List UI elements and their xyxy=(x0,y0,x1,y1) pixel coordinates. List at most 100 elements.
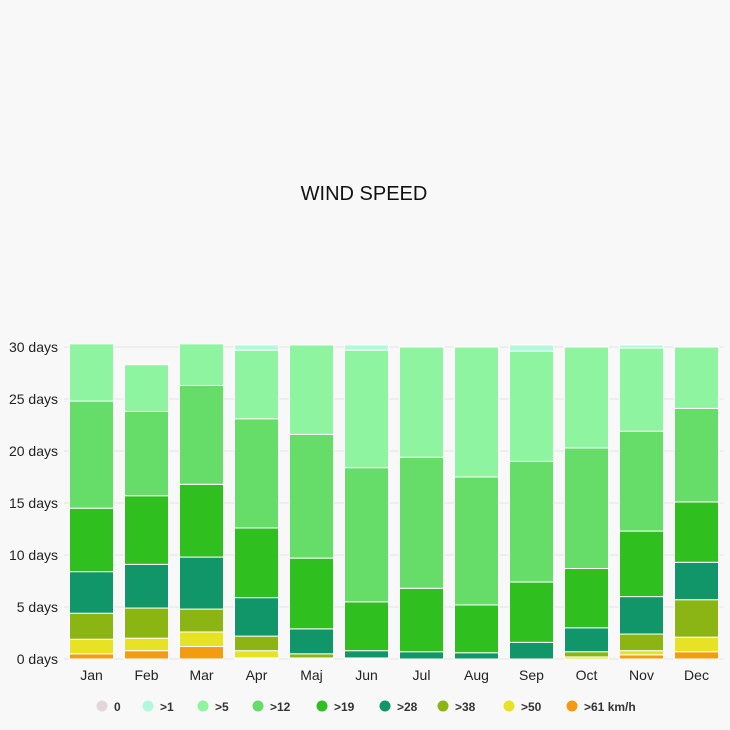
legend-item[interactable]: >28 xyxy=(379,700,418,714)
bar-stack-sep xyxy=(509,344,554,660)
bar-segment xyxy=(399,651,444,660)
x-tick-label: Dec xyxy=(684,667,709,683)
bar-stack-oct xyxy=(564,346,609,660)
bar-segment xyxy=(509,581,554,643)
x-tick-label: Feb xyxy=(134,667,158,683)
legend-item[interactable]: >5 xyxy=(197,700,230,714)
x-tick-label: Apr xyxy=(246,667,268,683)
legend-label: >50 xyxy=(521,700,542,714)
bar-segment xyxy=(179,631,224,648)
bar-segment xyxy=(454,476,499,606)
y-tick-label: 0 days xyxy=(17,651,58,667)
x-tick-label: Nov xyxy=(629,667,654,683)
legend-item[interactable]: >38 xyxy=(437,700,476,714)
bar-segment xyxy=(564,627,609,653)
legend-label: >61 km/h xyxy=(584,700,636,714)
bar-segment xyxy=(674,636,719,653)
bar-segment xyxy=(674,501,719,563)
bar-segment xyxy=(289,557,334,630)
bar-stack-mar xyxy=(179,343,224,660)
bar-stack-jul xyxy=(399,346,444,660)
bar-stack-aug xyxy=(454,346,499,660)
legend-marker xyxy=(437,700,449,712)
bar-segment xyxy=(619,430,664,532)
bar-segment xyxy=(289,433,334,559)
bar-segment xyxy=(179,608,224,633)
bar-segment xyxy=(289,628,334,655)
bar-segment xyxy=(399,346,444,458)
bar-segment xyxy=(674,346,719,409)
bar-segment xyxy=(234,650,279,659)
bar-segment xyxy=(564,447,609,570)
legend-item[interactable]: >50 xyxy=(503,700,542,714)
legend-marker xyxy=(566,700,578,712)
legend-label: >28 xyxy=(397,700,418,714)
legend-label: >1 xyxy=(160,700,174,714)
bar-segment xyxy=(289,344,334,435)
bar-segment xyxy=(179,384,224,485)
legend-item[interactable]: 0 xyxy=(96,700,122,714)
x-tick-label: Aug xyxy=(464,667,489,683)
legend-item[interactable]: >19 xyxy=(316,700,355,714)
bar-segment xyxy=(564,346,609,449)
bar-segment xyxy=(564,568,609,629)
x-tick-label: Jan xyxy=(80,667,103,683)
bar-segment xyxy=(619,633,664,652)
bar-segment xyxy=(124,563,169,609)
bar-segment xyxy=(674,561,719,601)
bar-segment xyxy=(454,604,499,654)
bar-segment xyxy=(619,650,664,656)
legend-label: >19 xyxy=(334,700,355,714)
bar-stack-nov xyxy=(619,344,664,660)
bar-segment xyxy=(619,596,664,635)
legend-marker xyxy=(379,700,391,712)
y-tick-label: 5 days xyxy=(17,599,58,615)
bar-segment xyxy=(69,507,114,573)
legend-label: >38 xyxy=(455,700,476,714)
x-axis-ticks: Jan Feb Mar Apr Maj Jun Jul Aug Sep Oct Nov Dec xyxy=(80,667,709,683)
bar-segment xyxy=(234,349,279,420)
legend-marker xyxy=(503,700,515,712)
bar-segment xyxy=(344,349,389,469)
bar-segment xyxy=(509,641,554,660)
bar-segment xyxy=(69,571,114,614)
bar-segment xyxy=(69,653,114,660)
bar-segment xyxy=(179,343,224,386)
bar-segment xyxy=(234,635,279,652)
legend-marker xyxy=(96,700,108,712)
legend-marker xyxy=(316,700,328,712)
legend-label: >5 xyxy=(215,700,229,714)
bar-segment xyxy=(564,651,609,658)
grid-lines xyxy=(64,346,724,660)
bar-segment xyxy=(124,410,169,497)
bar-segment xyxy=(509,344,554,352)
bar-segment xyxy=(234,344,279,351)
bar-segment xyxy=(69,612,114,640)
legend-item[interactable]: >1 xyxy=(142,700,175,714)
y-tick-label: 30 days xyxy=(9,339,58,355)
bar-segment xyxy=(234,527,279,599)
bar-segment xyxy=(234,418,279,529)
bar-stack-dec xyxy=(674,346,719,660)
x-tick-label: Jul xyxy=(413,667,431,683)
bar-segment xyxy=(69,400,114,509)
x-tick-label: Jun xyxy=(355,667,378,683)
legend-marker xyxy=(142,700,154,712)
bar-segment xyxy=(674,599,719,638)
legend-marker xyxy=(197,700,209,712)
bar-segment xyxy=(674,651,719,660)
bar-segment xyxy=(124,364,169,412)
bar-stack-jun xyxy=(344,344,389,660)
y-tick-label: 25 days xyxy=(9,391,58,407)
bar-segment xyxy=(289,653,334,659)
chart-title: WIND SPEED xyxy=(301,183,428,205)
y-axis-ticks: 0 days 5 days 10 days 15 days 20 days 25 days… xyxy=(9,339,58,667)
legend-label: 0 xyxy=(114,700,121,714)
legend-item[interactable]: >61 km/h xyxy=(566,700,636,714)
bar-segment xyxy=(344,650,389,659)
bar-segment xyxy=(124,637,169,652)
bar-segment xyxy=(179,483,224,558)
bar-segment xyxy=(674,407,719,503)
bar-segment xyxy=(234,597,279,637)
legend-item[interactable]: >12 xyxy=(252,700,291,714)
